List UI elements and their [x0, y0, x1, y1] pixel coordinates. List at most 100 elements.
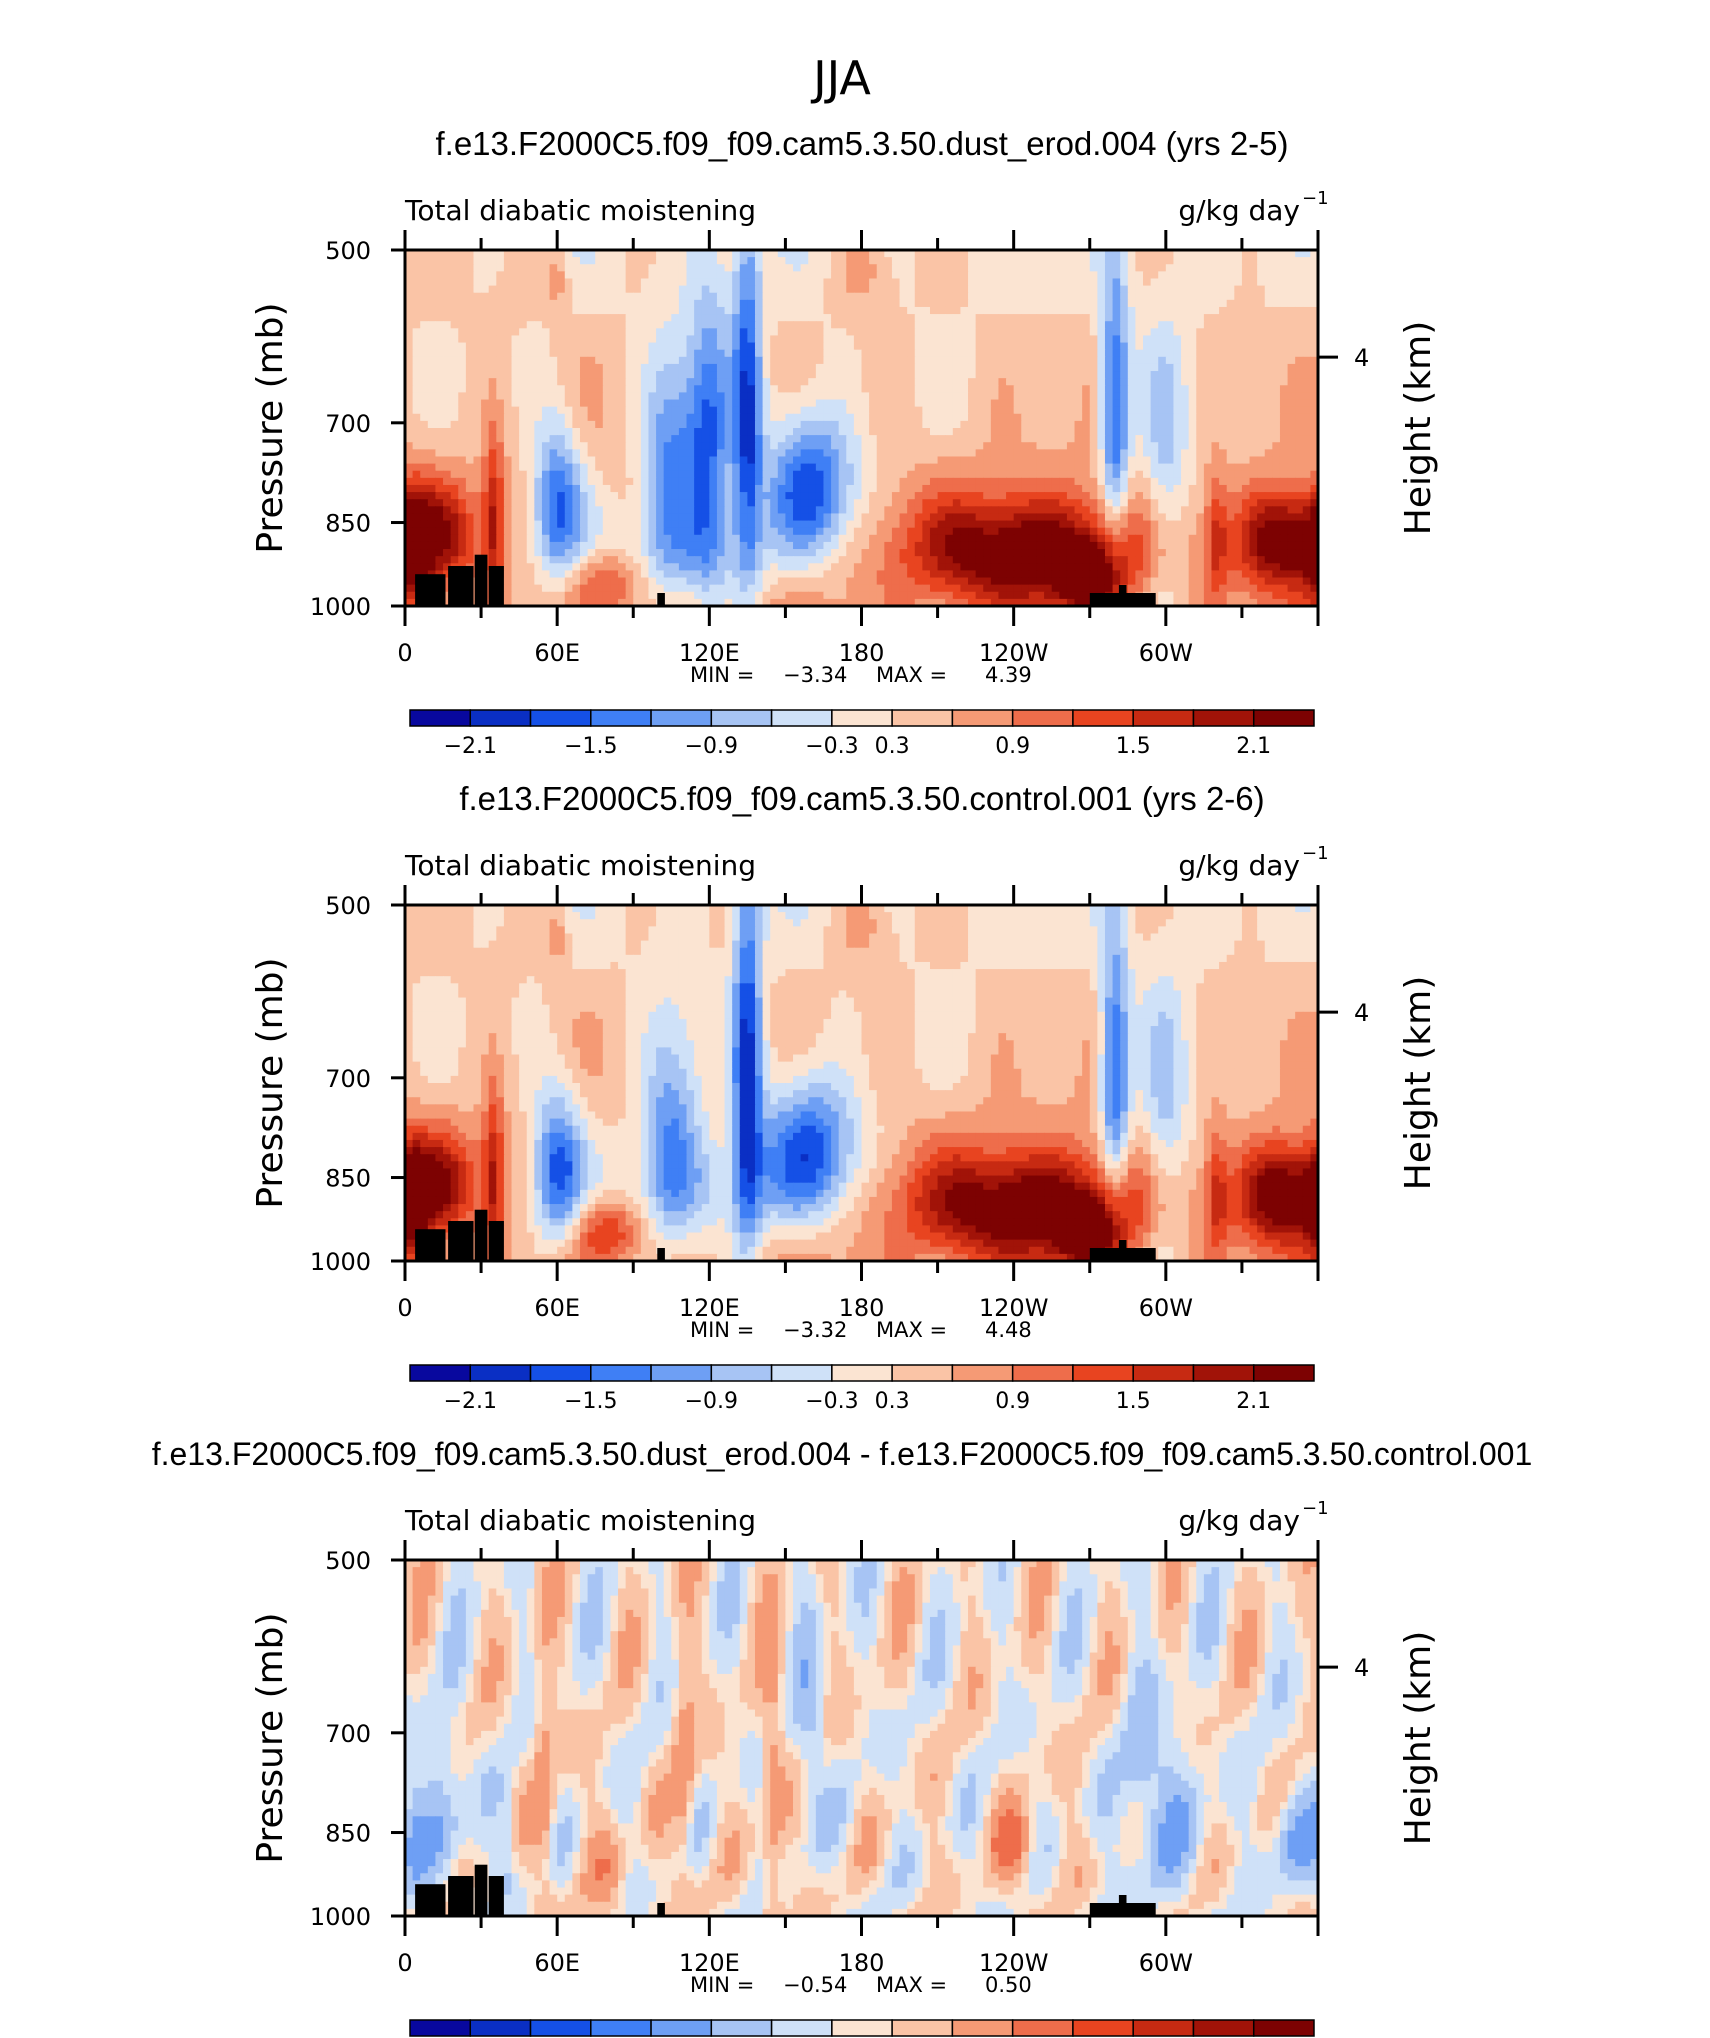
field-cell — [770, 392, 779, 401]
field-cell — [572, 385, 581, 393]
field-cell — [640, 342, 650, 351]
field-cell — [412, 435, 421, 443]
field-cell — [1241, 413, 1251, 422]
field-cell — [808, 335, 817, 344]
field-cell — [1135, 321, 1144, 329]
field-cell — [671, 428, 680, 436]
field-cell — [443, 442, 452, 450]
field-cell — [1059, 285, 1068, 294]
field-cell — [405, 363, 414, 372]
field-cell — [952, 278, 962, 287]
field-cell — [640, 328, 650, 337]
field-cell — [694, 513, 703, 522]
field-cell — [678, 371, 688, 379]
field-cell — [1310, 463, 1319, 472]
field-cell — [945, 449, 954, 458]
field-cell — [443, 271, 452, 280]
field-cell — [633, 264, 642, 272]
field-cell — [686, 250, 695, 258]
field-cell — [1028, 513, 1038, 522]
field-cell — [793, 250, 802, 258]
field-cell — [945, 499, 954, 507]
field-cell — [1066, 321, 1076, 329]
field-cell — [732, 385, 741, 393]
field-cell — [762, 271, 771, 280]
field-cell — [747, 406, 756, 415]
field-cell — [625, 349, 634, 358]
field-cell — [922, 541, 931, 550]
field-cell — [526, 292, 535, 301]
field-cell — [739, 257, 748, 265]
field-cell — [937, 299, 946, 308]
field-cell — [488, 292, 497, 301]
field-cell — [990, 534, 1000, 543]
field-cell — [595, 442, 604, 450]
field-cell — [1234, 356, 1243, 365]
field-cell — [678, 378, 688, 386]
field-cell — [701, 527, 710, 536]
field-cell — [1104, 428, 1114, 436]
field-cell — [838, 257, 847, 265]
field-cell — [929, 492, 939, 500]
field-cell — [1135, 306, 1144, 315]
field-cell — [853, 492, 863, 500]
field-cell — [937, 435, 946, 443]
field-cell — [1051, 306, 1060, 315]
field-cell — [1143, 406, 1152, 415]
field-cell — [1104, 470, 1114, 479]
field-cell — [549, 527, 558, 536]
field-cell — [876, 342, 885, 351]
field-cell — [777, 306, 787, 315]
field-cell — [602, 306, 612, 315]
field-cell — [1013, 527, 1022, 536]
field-cell — [633, 257, 642, 265]
field-cell — [1287, 534, 1296, 543]
field-cell — [1302, 285, 1311, 294]
field-cell — [838, 428, 847, 436]
field-cell — [762, 413, 771, 422]
field-cell — [1188, 306, 1197, 315]
field-cell — [549, 335, 558, 344]
field-cell — [1295, 306, 1304, 315]
field-cell — [884, 499, 893, 507]
field-cell — [1150, 349, 1159, 358]
field-cell — [922, 470, 931, 479]
field-cell — [541, 285, 551, 294]
field-cell — [846, 278, 855, 287]
field-cell — [1135, 349, 1144, 358]
field-cell — [564, 499, 573, 507]
field-cell — [983, 314, 992, 322]
field-cell — [770, 378, 779, 386]
field-cell — [990, 442, 1000, 450]
field-cell — [587, 399, 596, 408]
field-cell — [846, 449, 855, 458]
field-cell — [1089, 378, 1098, 386]
field-cell — [557, 321, 566, 329]
field-cell — [1135, 299, 1144, 308]
field-cell — [739, 527, 748, 536]
field-cell — [1279, 477, 1289, 486]
field-cell — [526, 513, 535, 522]
field-cell — [648, 285, 657, 294]
field-cell — [884, 470, 893, 479]
field-cell — [709, 299, 718, 308]
field-cell — [564, 299, 573, 308]
field-cell — [564, 470, 573, 479]
field-cell — [808, 527, 817, 536]
field-cell — [945, 285, 954, 294]
field-cell — [405, 342, 414, 351]
field-cell — [427, 321, 437, 329]
field-cell — [1264, 278, 1273, 287]
field-cell — [922, 392, 931, 401]
field-cell — [808, 385, 817, 393]
field-cell — [709, 306, 718, 315]
field-cell — [663, 442, 672, 450]
field-cell — [640, 484, 650, 493]
field-cell — [945, 406, 954, 415]
field-cell — [876, 541, 885, 550]
field-cell — [427, 406, 437, 415]
field-cell — [1150, 371, 1159, 379]
field-cell — [1196, 292, 1205, 301]
field-cell — [1082, 328, 1091, 337]
field-cell — [1021, 349, 1030, 358]
